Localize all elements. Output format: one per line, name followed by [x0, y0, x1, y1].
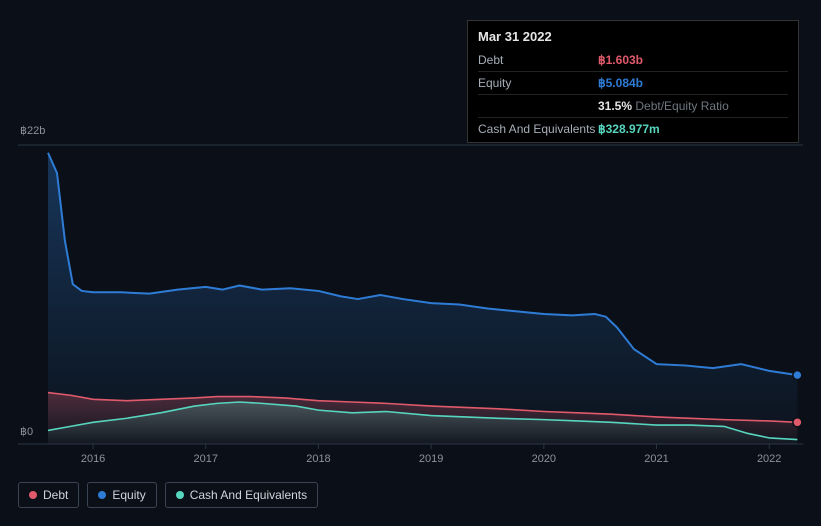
svg-text:2016: 2016	[81, 453, 105, 465]
tooltip-row-debt: Debt ฿1.603b	[478, 49, 788, 72]
svg-text:2018: 2018	[306, 453, 330, 465]
cash-dot-icon	[176, 491, 184, 499]
tooltip-row-equity: Equity ฿5.084b	[478, 71, 788, 94]
y-tick-min: ฿0	[20, 425, 33, 438]
equity-dot-icon	[98, 491, 106, 499]
tooltip-label	[478, 94, 598, 117]
tooltip-value: 31.5% Debt/Equity Ratio	[598, 94, 788, 117]
svg-text:2022: 2022	[757, 453, 781, 465]
legend-item-cash[interactable]: Cash And Equivalents	[165, 482, 318, 508]
tooltip-value: ฿5.084b	[598, 71, 788, 94]
legend-label: Cash And Equivalents	[190, 488, 307, 502]
legend-label: Equity	[112, 488, 145, 502]
chart-tooltip: Mar 31 2022 Debt ฿1.603b Equity ฿5.084b …	[467, 20, 799, 143]
tooltip-label: Equity	[478, 71, 598, 94]
svg-text:2021: 2021	[644, 453, 668, 465]
legend-item-debt[interactable]: Debt	[18, 482, 79, 508]
svg-text:2019: 2019	[419, 453, 443, 465]
svg-text:2017: 2017	[194, 453, 218, 465]
tooltip-value: ฿1.603b	[598, 49, 788, 72]
legend-label: Debt	[43, 488, 68, 502]
tooltip-table: Debt ฿1.603b Equity ฿5.084b 31.5% Debt/E…	[478, 49, 788, 140]
tooltip-row-cash: Cash And Equivalents ฿328.977m	[478, 117, 788, 140]
tooltip-value: ฿328.977m	[598, 117, 788, 140]
y-tick-max: ฿22b	[20, 124, 45, 137]
debt-dot-icon	[29, 491, 37, 499]
ratio-value: 31.5%	[598, 99, 632, 113]
tooltip-label: Cash And Equivalents	[478, 117, 598, 140]
tooltip-label: Debt	[478, 49, 598, 72]
ratio-label: Debt/Equity Ratio	[635, 99, 728, 113]
tooltip-title: Mar 31 2022	[478, 27, 788, 47]
tooltip-row-ratio: 31.5% Debt/Equity Ratio	[478, 94, 788, 117]
chart-legend: Debt Equity Cash And Equivalents	[18, 482, 318, 508]
legend-item-equity[interactable]: Equity	[87, 482, 156, 508]
svg-text:2020: 2020	[532, 453, 556, 465]
